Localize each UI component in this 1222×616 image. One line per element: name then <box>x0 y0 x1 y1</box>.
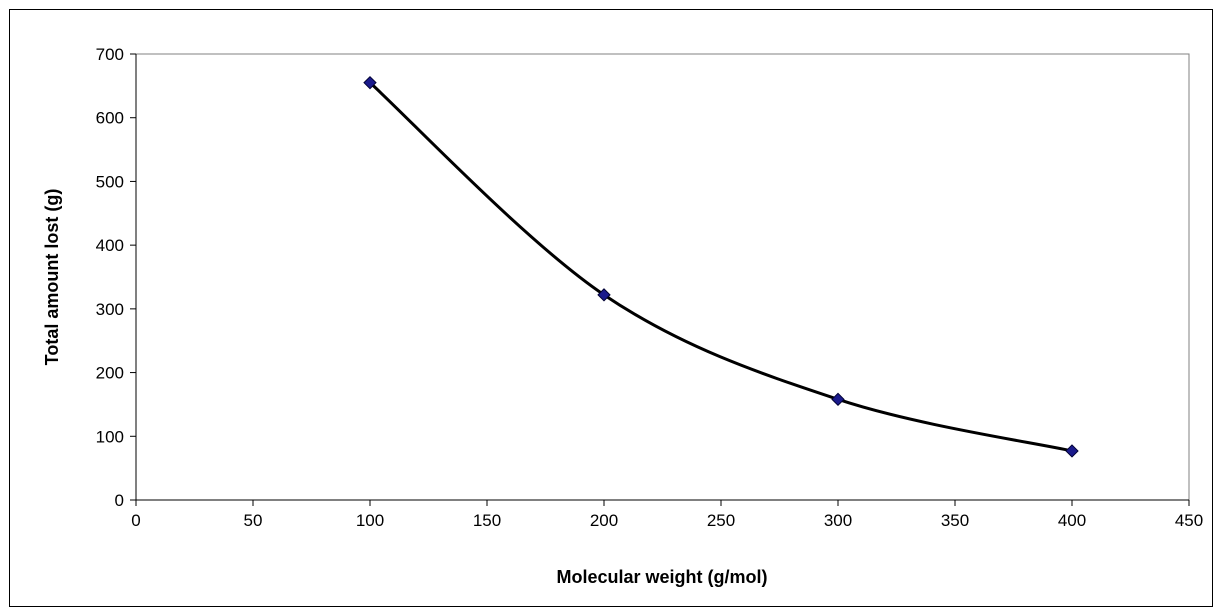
y-tick-label: 600 <box>96 109 124 128</box>
x-axis-ticks: 0 50 100 150 200 250 300 350 400 450 <box>131 500 1203 530</box>
y-tick-label: 300 <box>96 300 124 319</box>
data-point-marker <box>363 75 377 90</box>
y-tick-label: 200 <box>96 364 124 383</box>
data-point-marker <box>1065 444 1079 458</box>
y-axis-title: Total amount lost (g) <box>42 189 62 366</box>
x-tick-label: 50 <box>244 511 263 530</box>
x-tick-label: 200 <box>590 511 618 530</box>
y-axis-ticks: 0 100 200 300 400 500 600 700 <box>96 45 136 510</box>
x-tick-label: 450 <box>1175 511 1203 530</box>
plot-area <box>135 53 1190 501</box>
y-tick-label: 100 <box>96 427 124 446</box>
x-tick-label: 300 <box>824 511 852 530</box>
series-trend-line <box>368 81 1073 453</box>
y-tick-label: 400 <box>96 236 124 255</box>
x-tick-label: 400 <box>1058 511 1086 530</box>
y-tick-label: 0 <box>115 491 124 510</box>
x-axis-title: Molecular weight (g/mol) <box>556 567 767 587</box>
x-tick-label: 150 <box>473 511 501 530</box>
x-tick-label: 250 <box>707 511 735 530</box>
x-tick-label: 350 <box>941 511 969 530</box>
data-point-marker <box>597 288 611 302</box>
series-markers <box>363 75 1079 458</box>
y-tick-label: 500 <box>96 172 124 191</box>
data-point-marker <box>831 392 845 407</box>
x-tick-label: 100 <box>356 511 384 530</box>
y-tick-label: 700 <box>96 45 124 64</box>
x-tick-label: 0 <box>131 511 140 530</box>
